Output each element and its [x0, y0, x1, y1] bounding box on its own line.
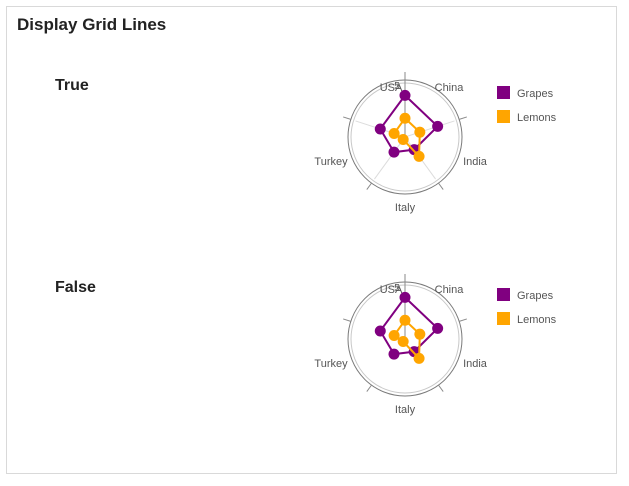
radar-category-label: China: [435, 284, 465, 296]
data-point-lemons: [397, 134, 409, 146]
radar-axis-tick: [459, 318, 467, 322]
data-point-grapes: [388, 146, 400, 158]
data-point-grapes: [399, 89, 411, 101]
data-point-lemons: [397, 336, 409, 348]
section-label-true: True: [55, 77, 89, 94]
data-point-lemons: [388, 127, 400, 139]
data-point-grapes: [399, 291, 411, 303]
legend-label-grapes: Grapes: [517, 88, 554, 100]
radar-category-label: USA: [380, 82, 403, 94]
data-point-lemons: [399, 112, 411, 124]
radar-category-label: India: [463, 358, 488, 370]
data-point-grapes: [374, 325, 386, 337]
legend-swatch-grapes: [497, 288, 510, 301]
data-point-lemons: [414, 126, 426, 138]
radar-category-label: India: [463, 156, 488, 168]
data-point-grapes: [432, 120, 444, 132]
radar-axis-tick: [459, 116, 467, 120]
legend-swatch-grapes: [497, 86, 510, 99]
radar-axis-tick: [343, 116, 351, 120]
legend-label-lemons: Lemons: [517, 112, 557, 124]
data-point-grapes: [432, 322, 444, 334]
legend-label-grapes: Grapes: [517, 290, 554, 302]
legend-swatch-lemons: [497, 110, 510, 123]
demo-panel: [6, 6, 617, 474]
data-point-grapes: [374, 123, 386, 135]
series-line-grapes: [379, 93, 440, 154]
radar-category-label: Italy: [395, 202, 416, 214]
data-point-lemons: [413, 150, 425, 162]
radar-tick-label: 5: [394, 81, 400, 92]
page-title: Display Grid Lines: [17, 15, 167, 34]
data-point-grapes: [388, 348, 400, 360]
radar-axis-tick: [343, 318, 351, 322]
legend-swatch-lemons: [497, 312, 510, 325]
radar-category-label: Turkey: [314, 358, 348, 370]
data-point-lemons: [388, 329, 400, 341]
section-label-false: False: [55, 279, 96, 296]
data-point-lemons: [414, 328, 426, 340]
radar-spoke: [404, 120, 455, 138]
radar-axis-tick: [438, 182, 444, 190]
radar-spoke: [374, 136, 406, 180]
radar-axis-tick: [366, 384, 372, 392]
radar-category-label: Italy: [395, 404, 416, 416]
radar-category-label: Turkey: [314, 156, 348, 168]
radar-tick-label: 5: [394, 283, 400, 294]
radar-category-label: China: [435, 82, 465, 94]
radar-category-label: USA: [380, 284, 403, 296]
data-point-lemons: [399, 314, 411, 326]
radar-axis-tick: [366, 182, 372, 190]
radar-axis-tick: [438, 384, 444, 392]
series-line-grapes: [379, 295, 440, 356]
data-point-lemons: [413, 352, 425, 364]
legend-label-lemons: Lemons: [517, 314, 557, 326]
